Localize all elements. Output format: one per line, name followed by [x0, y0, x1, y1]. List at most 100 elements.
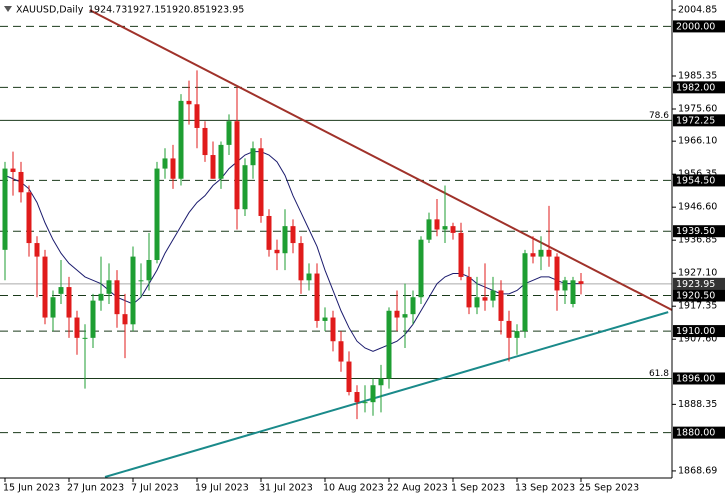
candle-body [210, 155, 216, 179]
candle-body [18, 171, 24, 193]
candle-body [258, 148, 264, 216]
y-tick-label: 1936.85 [678, 235, 717, 246]
y-tick-label: 1868.69 [678, 465, 717, 476]
candle-body [66, 287, 72, 318]
candle-body [394, 310, 400, 318]
candle-body [370, 385, 376, 403]
low-value: 1920.85 [166, 5, 205, 16]
level-label: 1972.25 [676, 115, 715, 126]
level-label: 1939.50 [676, 226, 715, 237]
candle-body [242, 165, 248, 210]
candle-body [418, 239, 424, 298]
candle-body [570, 280, 576, 304]
candle-body [74, 317, 80, 338]
level-label: 1982.00 [676, 82, 715, 93]
candle-body [330, 317, 336, 342]
candle-body [154, 168, 160, 260]
level-box [673, 225, 725, 238]
candle-body [58, 287, 64, 294]
candle-body [306, 273, 312, 281]
candle-body [226, 121, 232, 145]
candle-body [410, 297, 416, 315]
candle-body [234, 121, 240, 210]
candle-body [122, 314, 128, 325]
x-tick-label: 25 Sep 2023 [579, 483, 639, 494]
level-label: 1954.50 [676, 175, 715, 186]
level-box [673, 372, 725, 385]
trendline [104, 311, 669, 478]
candle-body [466, 276, 472, 308]
candle-body [338, 341, 344, 362]
candle-body [130, 256, 136, 325]
candle-body [250, 148, 256, 166]
candle-body [346, 361, 352, 393]
x-tick-label: 15 Jun 2023 [3, 483, 60, 494]
candle-body [202, 127, 208, 156]
candle-body [426, 219, 432, 240]
candle-body [266, 215, 272, 250]
candle-body [194, 104, 200, 128]
y-tick-label: 1966.10 [678, 136, 717, 147]
level-box [673, 426, 725, 439]
candle-body [482, 297, 488, 301]
candle-body [562, 280, 568, 291]
y-tick-label: 1975.60 [678, 104, 717, 115]
candle-body [514, 331, 520, 338]
candle-body [10, 168, 16, 172]
candle-body [218, 144, 224, 179]
x-tick-label: 7 Jul 2023 [131, 483, 179, 494]
level-label: 1910.00 [676, 326, 715, 337]
level-label: 1880.00 [676, 428, 715, 439]
candle-body [386, 310, 392, 379]
candle-body [186, 100, 192, 105]
candle-body [170, 158, 176, 179]
candle-body [402, 314, 408, 318]
candle-body [290, 226, 296, 244]
candle-body [42, 256, 48, 318]
candle-body [106, 280, 112, 294]
y-tick-label: 1956.35 [678, 169, 717, 180]
y-tick-label: 1927.10 [678, 268, 717, 279]
x-tick-label: 27 Jun 2023 [67, 483, 124, 494]
level-label: 1920.50 [676, 291, 715, 302]
high-value: 1927.15 [127, 5, 166, 16]
level-box [673, 174, 725, 187]
y-tick-label: 1888.35 [678, 399, 717, 410]
candle-body [322, 317, 328, 321]
candle-body [458, 232, 464, 277]
candle-body [522, 253, 528, 332]
level-box [673, 289, 725, 302]
candle-body [26, 192, 32, 244]
x-tick-label: 13 Sep 2023 [515, 483, 575, 494]
y-tick-label: 1907.60 [678, 334, 717, 345]
candle-body [90, 300, 96, 338]
candle-body [434, 219, 440, 230]
candle-body [34, 243, 40, 257]
candle-body [50, 297, 56, 318]
fib-label: 61.8 [649, 369, 669, 379]
candle-body [138, 280, 144, 282]
level-box [673, 325, 725, 338]
candle-body [474, 297, 480, 308]
level-label: 1896.00 [676, 373, 715, 384]
x-tick-label: 22 Aug 2023 [387, 483, 448, 494]
y-tick-label: 1985.35 [678, 70, 717, 81]
candle-body [274, 249, 280, 254]
x-tick-label: 31 Jul 2023 [259, 483, 313, 494]
symbol-icon [4, 6, 12, 12]
candle-body [578, 281, 584, 284]
symbol: XAUUSD,Daily [16, 5, 84, 16]
candle-body [98, 293, 104, 301]
y-tick-label: 1946.60 [678, 202, 717, 213]
current-price-label: 1923.95 [676, 279, 715, 290]
candle-body [442, 226, 448, 230]
candle-body [298, 243, 304, 281]
level-label: 2000.00 [676, 21, 715, 32]
candle-body [546, 249, 552, 257]
x-tick-label: 1 Sep 2023 [451, 483, 505, 494]
candle-body [498, 290, 504, 321]
current-price-box [673, 277, 725, 290]
trendline [89, 9, 673, 311]
x-tick-label: 19 Jul 2023 [195, 483, 249, 494]
candle-body [282, 226, 288, 254]
